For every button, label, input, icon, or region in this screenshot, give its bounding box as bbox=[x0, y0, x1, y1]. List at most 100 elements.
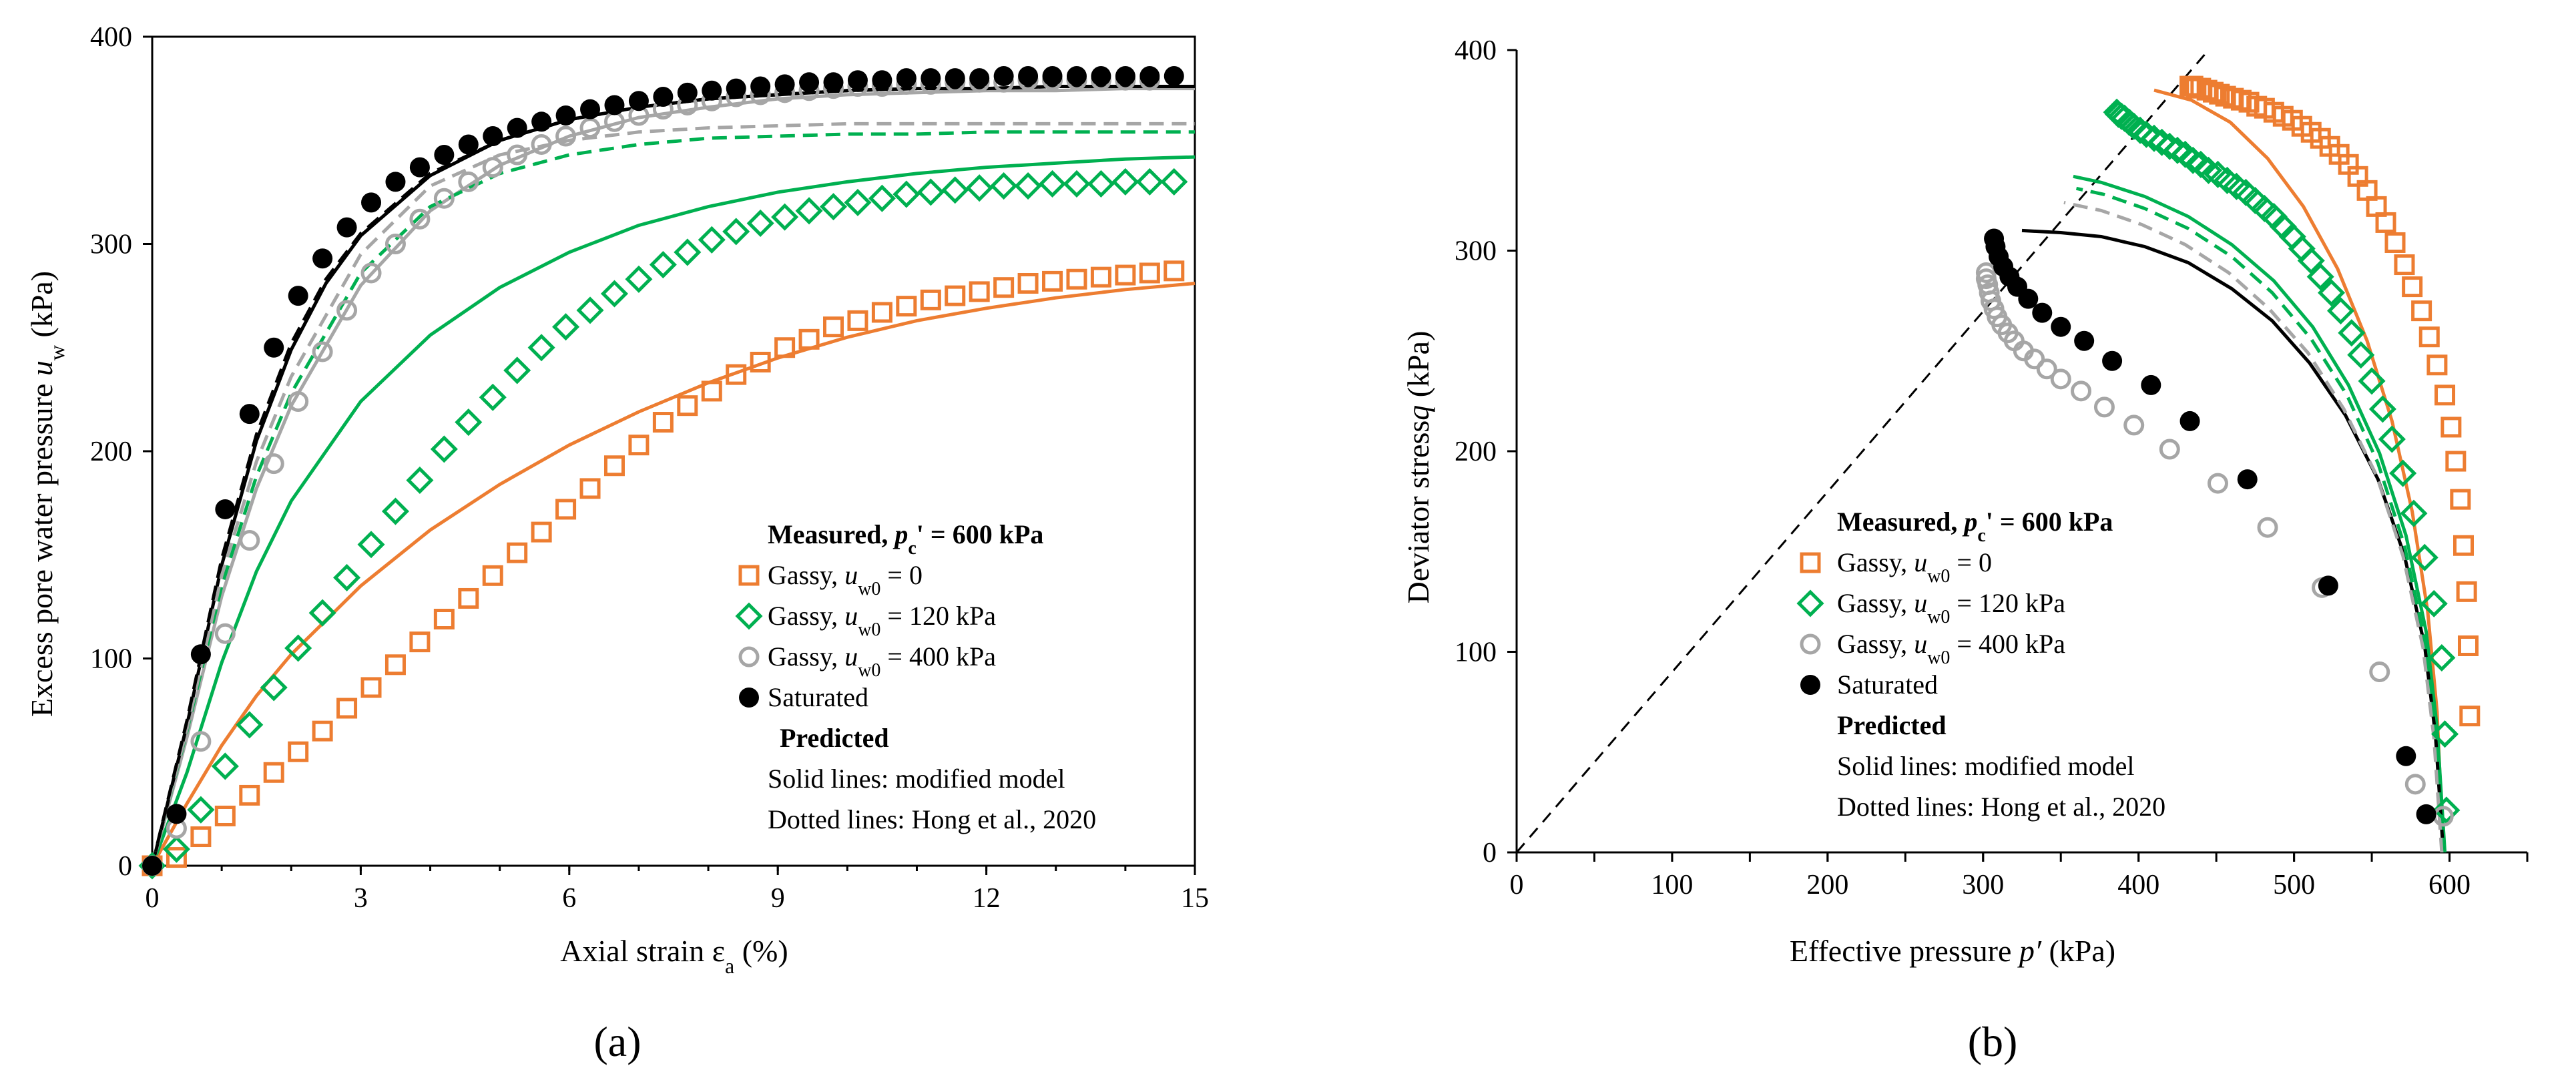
measured-data-point bbox=[434, 144, 455, 165]
measured-data-point bbox=[507, 542, 528, 563]
measured-data-point bbox=[239, 404, 260, 425]
measured-data-point bbox=[2250, 194, 2278, 222]
measured-data-point bbox=[677, 82, 698, 103]
measured-data-point bbox=[600, 280, 629, 308]
measured-data-point bbox=[409, 631, 431, 653]
measured-data-point bbox=[263, 762, 284, 783]
predicted-dashed-line bbox=[2063, 200, 2444, 853]
panel-b-axes: 0 100 200 300 400 500 600 0 100 200 300 400 bbox=[1455, 35, 2529, 900]
x-tick-label: 200 bbox=[1806, 870, 1848, 900]
plot-frame bbox=[151, 35, 1196, 867]
measured-data-point bbox=[288, 390, 309, 412]
x-tick-label: 400 bbox=[2117, 870, 2159, 900]
measured-data-point bbox=[211, 752, 239, 780]
measured-data-point bbox=[433, 609, 455, 630]
legend-entry: Gassy, uw0 = 400 kPa bbox=[1837, 629, 2065, 668]
measured-data-point bbox=[2402, 276, 2423, 298]
measured-data-point bbox=[1115, 264, 1136, 286]
measured-data-point bbox=[2384, 232, 2406, 253]
measured-data-point bbox=[479, 383, 507, 411]
measured-data-point bbox=[2102, 350, 2123, 371]
panel-a-axes: 0 3 6 9 12 15 0 100 200 300 400 bbox=[90, 22, 1209, 914]
measured-data-point bbox=[2431, 720, 2459, 748]
measured-data-point bbox=[482, 157, 503, 178]
panel-b-chart: 0 100 200 300 400 500 600 0 100 200 300 400 Deviato… bbox=[1401, 35, 2529, 1065]
measured-data-point bbox=[2428, 643, 2456, 672]
measured-data-point bbox=[2416, 804, 2436, 824]
measured-data-point bbox=[2426, 354, 2448, 376]
legend-entry: Saturated bbox=[768, 682, 868, 712]
measured-data-point bbox=[384, 654, 406, 676]
predicted-dashed-line bbox=[2075, 186, 2445, 853]
measured-data-point bbox=[702, 80, 722, 101]
measured-data-point bbox=[2453, 535, 2475, 556]
measured-data-point bbox=[871, 302, 892, 323]
measured-data-point bbox=[2318, 575, 2338, 596]
measured-data-point bbox=[1042, 65, 1063, 86]
measured-data-point bbox=[385, 172, 406, 192]
panel-a-chart: 0 3 6 9 12 15 0 100 200 300 400 Excess pore water … bbox=[25, 22, 1209, 1065]
measured-data-point bbox=[381, 497, 410, 525]
y-tick-label: 400 bbox=[90, 22, 132, 53]
measured-data-point bbox=[555, 105, 576, 125]
measured-data-point bbox=[236, 711, 264, 739]
y-tick-label: 300 bbox=[1455, 236, 1497, 267]
measured-data-point bbox=[726, 78, 746, 99]
measured-data-point bbox=[288, 286, 308, 306]
measured-data-point bbox=[2358, 367, 2386, 395]
measured-data-point bbox=[1018, 65, 1039, 86]
panel-b-y-axis-label: Deviator stressq (kPa) bbox=[1401, 331, 1435, 604]
measured-data-point bbox=[1042, 270, 1063, 292]
y-tick-label: 400 bbox=[1455, 35, 1497, 66]
measured-data-point bbox=[990, 172, 1018, 200]
measured-data-point bbox=[798, 328, 820, 350]
measured-data-point bbox=[750, 351, 771, 372]
predicted-solid-line bbox=[2021, 228, 2445, 853]
measured-data-point bbox=[771, 203, 799, 231]
measured-data-point bbox=[2440, 417, 2462, 438]
legend-measured-title: Measured, pc' = 600 kPa bbox=[1837, 507, 2113, 546]
measured-data-point bbox=[2404, 774, 2426, 795]
measured-data-point bbox=[2278, 222, 2306, 251]
measured-data-point bbox=[2093, 396, 2115, 418]
measured-data-point bbox=[409, 208, 431, 230]
measured-data-point bbox=[774, 337, 796, 358]
measured-data-point bbox=[2126, 116, 2154, 144]
legend-dotted-note: Dotted lines: Hong et al., 2020 bbox=[768, 804, 1096, 834]
legend-entry: Gassy, uw0 = 0 bbox=[768, 560, 923, 599]
measured-data-point bbox=[701, 380, 722, 402]
measured-data-point bbox=[945, 285, 966, 306]
measured-data-point bbox=[965, 174, 993, 202]
measured-data-point bbox=[190, 826, 212, 848]
measured-data-point bbox=[333, 563, 361, 591]
legend-entry: Gassy, uw0 = 400 kPa bbox=[768, 641, 996, 681]
measured-data-point bbox=[2257, 517, 2278, 538]
measured-data-point bbox=[214, 805, 236, 826]
measured-data-point bbox=[336, 217, 357, 238]
measured-data-point bbox=[1017, 272, 1039, 294]
measured-data-point bbox=[1038, 170, 1067, 198]
y-tick-label: 100 bbox=[90, 644, 132, 675]
measured-data-point bbox=[2434, 384, 2456, 406]
legend-measured-title: Measured, pc' = 600 kPa bbox=[768, 519, 1043, 559]
x-tick-label: 9 bbox=[771, 883, 785, 914]
measured-data-point bbox=[674, 238, 702, 266]
measured-data-point bbox=[1115, 65, 1135, 86]
measured-data-point bbox=[2241, 186, 2269, 214]
measured-data-point bbox=[2420, 589, 2448, 617]
measured-data-point bbox=[2032, 302, 2053, 323]
predicted-dashed-line bbox=[150, 121, 1195, 866]
measured-data-point bbox=[993, 277, 1015, 298]
legend-marker bbox=[1800, 675, 1820, 695]
measured-data-point bbox=[2051, 316, 2071, 337]
measured-data-point bbox=[1139, 65, 1160, 86]
measured-data-point bbox=[1164, 260, 1185, 282]
critical-state-line bbox=[1515, 49, 2210, 853]
measured-data-point bbox=[1975, 262, 1997, 284]
measured-data-point bbox=[1160, 168, 1188, 196]
measured-data-point bbox=[2338, 319, 2366, 347]
x-tick-label: 0 bbox=[146, 883, 160, 914]
y-tick-label: 200 bbox=[1455, 437, 1497, 467]
